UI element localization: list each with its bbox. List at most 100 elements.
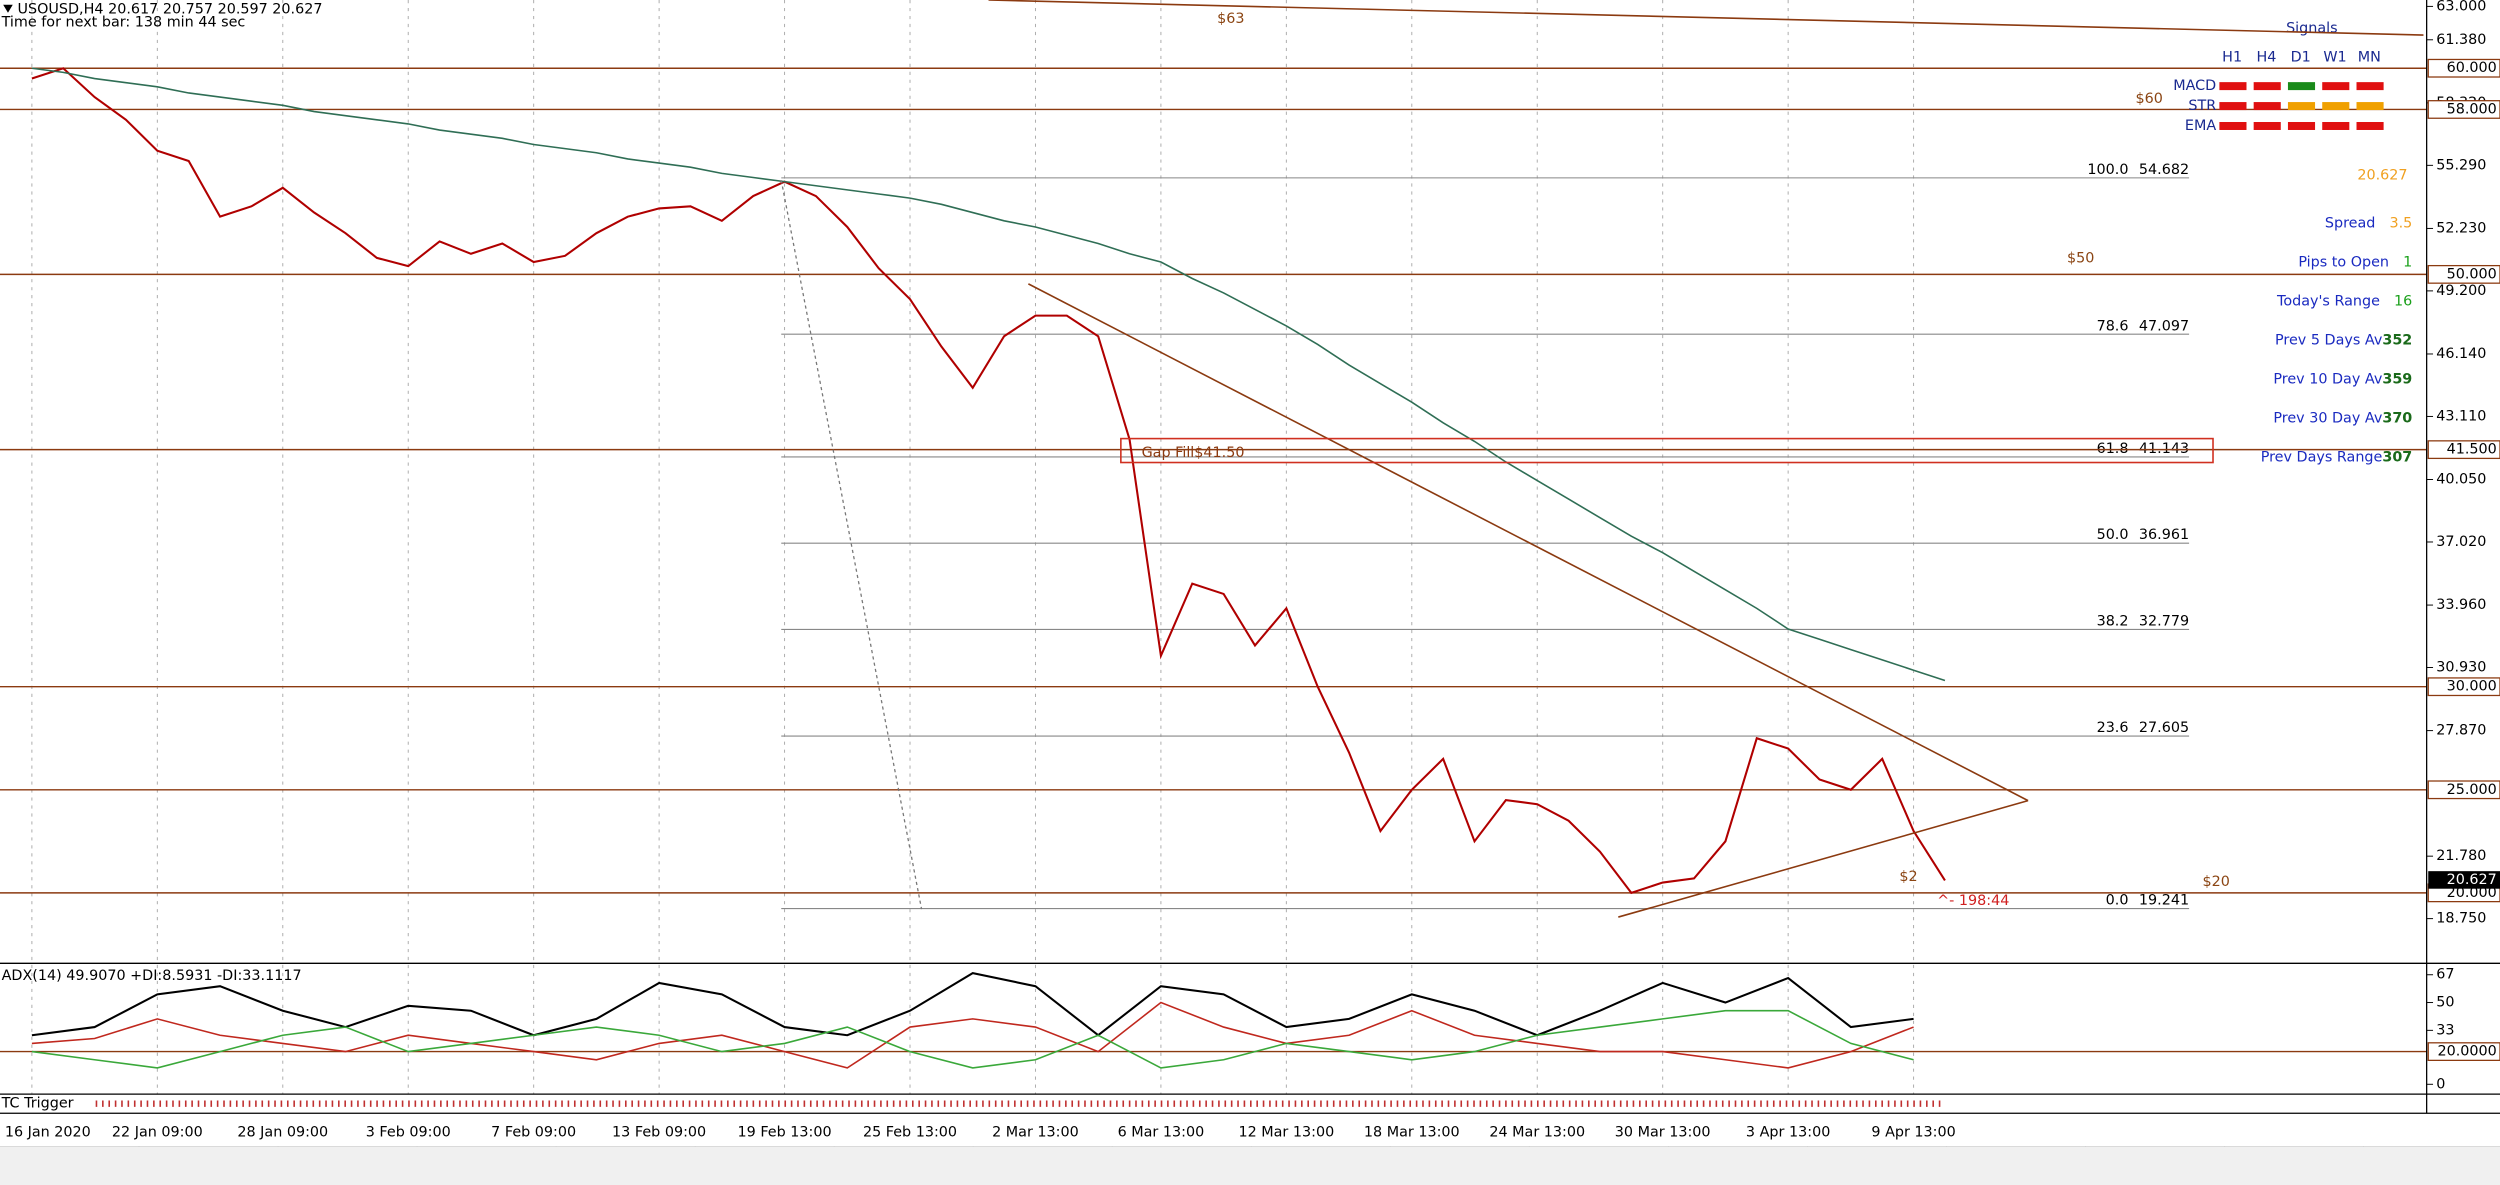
level-box [2427,440,2500,460]
signal-cell [2356,122,2384,130]
y-tick-label: 52.230 [2436,220,2486,236]
x-tick-label: 3 Apr 13:00 [1746,1124,1830,1140]
x-tick-label: 12 Mar 13:00 [1238,1124,1334,1140]
annotation: $60 [2136,91,2163,107]
level-box [2427,58,2500,78]
signal-cell [2219,122,2247,130]
x-tick-label: 2 Mar 13:00 [992,1124,1079,1140]
info-value: 16 [2394,293,2412,309]
annotation: $20 [2203,874,2230,890]
fib-pct: 50.0 [2097,527,2129,543]
signal-cell [2322,82,2350,91]
signal-cell [2356,102,2384,111]
fib-pct: 78.6 [2097,318,2129,334]
signal-cell [2287,82,2316,91]
info-label: Today's Range [2276,293,2380,309]
info-row: Today's Range 16 [2276,293,2412,309]
y-tick-label: 33.960 [2436,597,2486,613]
info-row: Prev Days Range307 [2261,450,2413,466]
info-value: 370 [2382,411,2412,427]
fib-pct: 0.0 [2106,893,2129,909]
last-price-box [2428,871,2500,889]
info-row: Spread 3.5 [2325,215,2412,231]
info-value: 307 [2382,450,2412,466]
gap-box [1120,437,2214,464]
price-line [31,67,1946,682]
x-tick-label: 24 Mar 13:00 [1489,1124,1585,1140]
level-box [2427,780,2500,800]
info-value: 3.5 [2389,215,2412,231]
signal-cell [2356,82,2384,91]
y-tick-label: 67 [2436,967,2454,983]
y-tick-label: 27.870 [2436,723,2486,739]
annotation: $50 [2067,250,2094,266]
info-row: Prev 10 Day Av359 [2273,372,2412,388]
signal-cell [2322,102,2350,111]
fib-pct: 100.0 [2087,162,2128,178]
level-box [2427,1042,2500,1061]
fib-price: 27.605 [2139,720,2189,736]
annotation: ^- 198:44 [1937,893,2009,909]
level-label: 30.000 [2447,679,2497,695]
tab-bar [0,1146,2500,1185]
signals-title: Signals [2286,21,2338,37]
y-tick-label: 40.050 [2436,472,2486,488]
x-tick-label: 6 Mar 13:00 [1118,1124,1205,1140]
info-value: 359 [2382,372,2412,388]
x-tick-label: 19 Feb 13:00 [738,1124,832,1140]
x-tick-label: 18 Mar 13:00 [1364,1124,1460,1140]
signal-cell [2219,102,2247,111]
y-tick-label: 0 [2436,1076,2445,1092]
info-label: Prev 30 Day Av [2273,411,2383,427]
price-line [31,67,1946,895]
menu-arrow [3,4,13,13]
level-box [2427,264,2500,284]
signal-row-name: STR [2188,98,2216,114]
fib-price: 54.682 [2139,162,2189,178]
signal-cell [2253,82,2281,91]
signal-cell [2322,122,2350,130]
level-label: 25.000 [2447,782,2497,798]
fib-price: 47.097 [2139,318,2189,334]
signal-cell [2253,122,2281,130]
info-value: 1 [2403,254,2412,270]
x-tick-label: 22 Jan 09:00 [112,1124,203,1140]
x-tick-label: 13 Feb 09:00 [612,1124,706,1140]
trend-line [1028,283,2029,802]
y-tick-label: 30.930 [2436,660,2486,676]
y-tick-label: 50 [2436,995,2454,1011]
level-label: 20.000 [2447,885,2497,901]
signal-column: W1 [2323,49,2346,65]
adx-line [31,1001,1914,1069]
fib-pct: 23.6 [2097,720,2129,736]
y-tick-label: 43.110 [2436,408,2486,424]
info-label: Prev 5 Days Av [2275,333,2383,349]
fib-price: 36.961 [2139,527,2189,543]
info-label: Prev 10 Day Av [2273,372,2383,388]
y-tick-label: 33 [2436,1022,2454,1038]
signal-row-name: EMA [2185,118,2216,134]
y-tick-label: 55.290 [2436,157,2486,173]
info-price: 20.627 [2357,167,2407,183]
signal-cell [2287,122,2316,130]
x-tick-label: 28 Jan 09:00 [237,1124,328,1140]
level-label: 60.000 [2447,60,2497,76]
x-tick-label: 9 Apr 13:00 [1871,1124,1955,1140]
trigger-label: TC Trigger [1,1096,74,1112]
x-tick-label: 3 Feb 09:00 [366,1124,451,1140]
info-row: Prev 30 Day Av370 [2273,411,2412,427]
x-tick-label: 16 Jan 2020 [5,1124,91,1140]
level-label: 50.000 [2447,266,2497,282]
annotation: $63 [1217,11,1244,27]
x-tick-label: 25 Feb 13:00 [863,1124,957,1140]
level-label: 20.0000 [2437,1044,2496,1060]
adx-line [31,1009,1914,1069]
bar-timer: Time for next bar: 138 min 44 sec [1,14,246,30]
x-tick-label: 30 Mar 13:00 [1615,1124,1711,1140]
info-value: 352 [2382,333,2412,349]
adx-title: ADX(14) 49.9070 +DI:8.5931 -DI:33.1117 [2,968,302,984]
info-label: Prev Days Range [2261,450,2383,466]
signal-row-name: MACD [2173,78,2216,94]
